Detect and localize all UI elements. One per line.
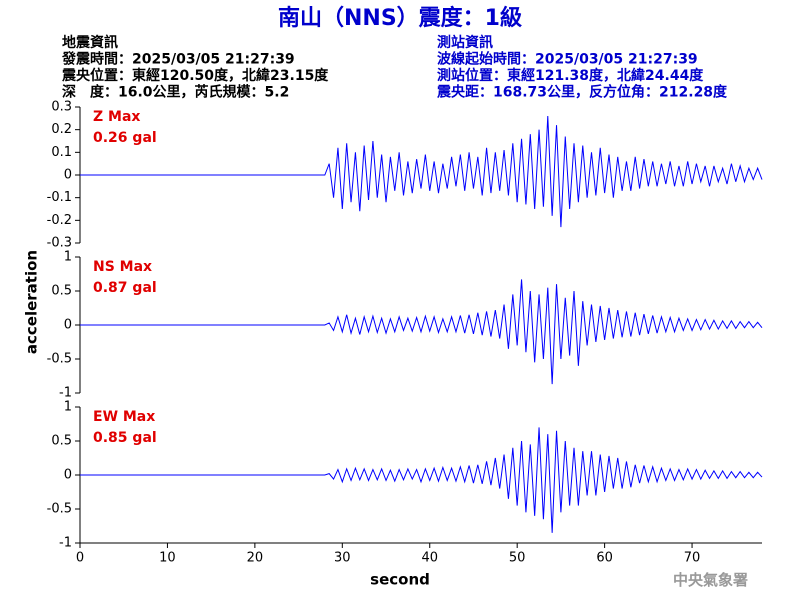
y-tick-label: 0.5	[51, 284, 72, 299]
max-name: Z Max	[93, 109, 140, 125]
info-line: 深 度：16.0公里，芮氏規模：5.2	[62, 84, 289, 101]
footer: 中央氣象署	[673, 571, 748, 589]
max-value: 0.87 gal	[93, 280, 157, 296]
waveform	[80, 427, 763, 533]
y-tick-label: -0.1	[47, 190, 72, 205]
max-name: NS Max	[93, 259, 152, 275]
waveform	[80, 279, 763, 385]
y-tick-label: 0.3	[51, 100, 72, 115]
y-tick-label: 0.1	[51, 145, 72, 160]
y-tick-label: 0.2	[51, 122, 72, 137]
y-tick-label: -0.5	[47, 352, 72, 367]
y-tick-label: -0.2	[47, 213, 72, 228]
max-name: EW Max	[93, 409, 155, 425]
info-line: 地震資訊	[62, 34, 118, 51]
y-tick-label: -1	[59, 386, 72, 401]
max-value: 0.26 gal	[93, 130, 157, 146]
x-tick-label: 70	[684, 551, 701, 566]
info-line: 波線起始時間：2025/03/05 21:27:39	[437, 51, 698, 68]
info-line: 測站資訊	[437, 34, 493, 51]
x-tick-label: 20	[247, 551, 264, 566]
y-tick-label: 0	[64, 168, 72, 183]
title: 南山（NNS）震度：1級	[278, 5, 522, 31]
y-tick-label: 1	[64, 400, 72, 415]
info-line: 發震時間：2025/03/05 21:27:39	[61, 51, 295, 68]
max-value: 0.85 gal	[93, 430, 157, 446]
y-tick-label: 0	[64, 318, 72, 333]
y-tick-label: -0.5	[47, 502, 72, 517]
info-line: 震央位置：東經120.50度，北緯23.15度	[61, 67, 329, 84]
info-line: 震央距：168.73公里，反方位角：212.28度	[436, 84, 728, 101]
y-axis-label: acceleration	[23, 250, 41, 354]
y-tick-label: 1	[64, 250, 72, 265]
x-tick-label: 10	[159, 551, 176, 566]
y-tick-label: 0.5	[51, 434, 72, 449]
y-tick-label: -1	[59, 536, 72, 551]
x-tick-label: 0	[76, 551, 84, 566]
y-tick-label: -0.3	[47, 236, 72, 251]
x-tick-label: 30	[334, 551, 351, 566]
waveform	[80, 116, 763, 228]
x-axis-label: second	[370, 571, 430, 589]
x-tick-label: 40	[421, 551, 438, 566]
y-tick-label: 0	[64, 468, 72, 483]
x-tick-label: 60	[596, 551, 613, 566]
info-line: 測站位置：東經121.38度，北緯24.44度	[437, 67, 704, 84]
x-tick-label: 50	[509, 551, 526, 566]
